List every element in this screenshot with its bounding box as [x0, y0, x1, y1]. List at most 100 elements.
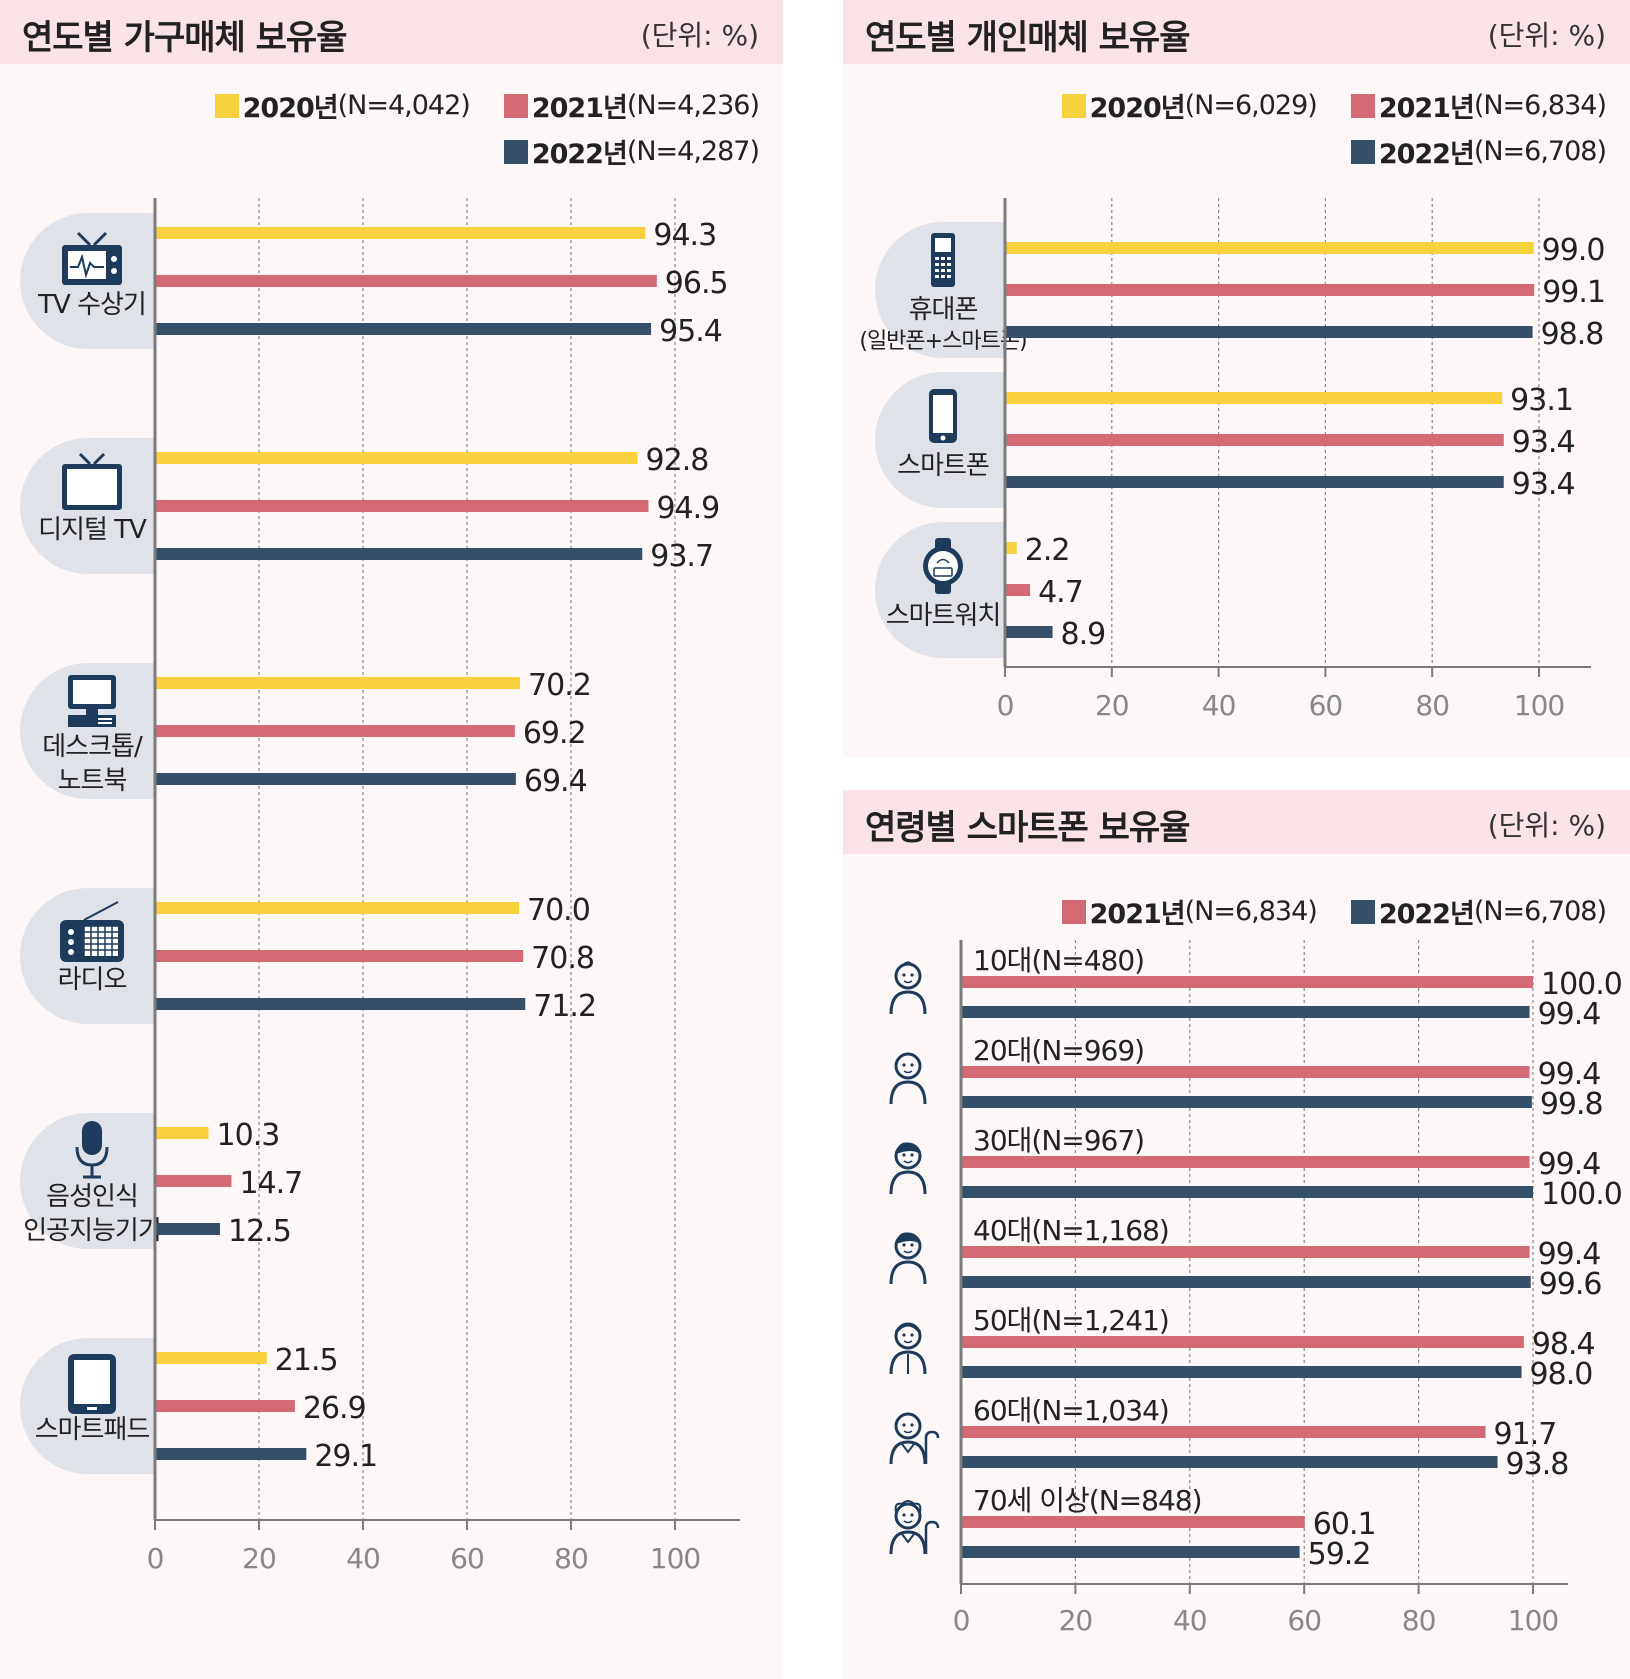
x-tick-label: 0 — [953, 1604, 970, 1637]
bar-2022년 — [961, 1276, 1531, 1288]
watch-face — [928, 551, 958, 581]
legend-sample-size: (N=6,708) — [1473, 136, 1607, 167]
bar-2021년 — [961, 1246, 1530, 1258]
legend-row-1: 2020년 (N=6,029) 2021년 (N=6,834) — [1061, 86, 1607, 125]
legend-year: 2022년 — [1378, 899, 1475, 930]
person-head — [894, 1502, 922, 1530]
person-eye — [910, 1153, 914, 1157]
bar-2020년 — [1005, 392, 1503, 404]
teen-person-icon — [889, 961, 927, 1015]
legend-item-2021: 2021년 (N=4,236) — [503, 86, 760, 125]
person-mouth — [903, 1160, 913, 1164]
bar-2020년 — [155, 902, 519, 914]
person-mouth — [903, 1520, 913, 1524]
bar-2021년 — [961, 1426, 1486, 1438]
x-tick-label: 40 — [346, 1542, 380, 1575]
bar-value-label: 94.3 — [653, 218, 716, 253]
legend-sample-size: (N=6,834) — [1473, 90, 1607, 121]
person-head — [894, 1052, 922, 1080]
bar-value-label: 99.0 — [1542, 233, 1605, 268]
bar-value-label: 93.4 — [1512, 467, 1575, 502]
bar-value-label: 99.4 — [1538, 1237, 1601, 1272]
legend-sample-size: (N=4,042) — [337, 90, 471, 121]
bar-value-label: 60.1 — [1313, 1507, 1376, 1542]
age-group-label: 10대(N=480) — [973, 944, 1144, 977]
age-group-label: 30대(N=967) — [973, 1124, 1144, 1157]
person-eye — [910, 973, 914, 977]
bar-2021년 — [961, 1156, 1530, 1168]
person-eye — [902, 1513, 906, 1517]
legend-swatch — [214, 93, 239, 118]
bar-2022년 — [961, 1006, 1530, 1018]
keypad-key — [941, 263, 945, 266]
bar-2022년 — [155, 323, 652, 335]
bar-value-label: 99.4 — [1538, 997, 1601, 1032]
category-label: 노트북 — [58, 766, 127, 796]
bar-2020년 — [1005, 542, 1017, 554]
keypad-key — [941, 269, 945, 272]
bar-2022년 — [155, 548, 643, 560]
radio-icon — [60, 901, 124, 962]
panel-title: 연도별 가구매체 보유율 — [22, 18, 347, 58]
legend-year: 2022년 — [1378, 139, 1475, 170]
bar-2021년 — [155, 1400, 295, 1412]
x-tick-label: 100 — [1514, 689, 1564, 722]
person-body — [889, 1530, 927, 1555]
bar-value-label: 59.2 — [1308, 1537, 1371, 1572]
person-eye — [902, 1153, 906, 1157]
wifi-signal — [936, 558, 950, 564]
age-group-label: 20대(N=969) — [973, 1034, 1144, 1067]
tablet-screen — [74, 1360, 110, 1404]
bar-value-label: 70.0 — [527, 893, 590, 928]
bar-value-label: 14.7 — [239, 1166, 302, 1201]
bar-value-label: 70.2 — [528, 668, 591, 703]
bar-2022년 — [155, 1223, 220, 1235]
desktop-computer-icon — [68, 675, 116, 727]
person-body — [889, 990, 927, 1015]
category-label: 스마트워치 — [886, 601, 1001, 631]
bar-value-label: 100.0 — [1541, 1177, 1622, 1212]
x-tick-label: 100 — [1508, 1604, 1558, 1637]
watch-display — [933, 567, 953, 577]
digital-tv-icon — [62, 452, 122, 510]
bar-value-label: 93.4 — [1512, 425, 1575, 460]
x-tick-label: 40 — [1173, 1604, 1207, 1637]
bar-value-label: 94.9 — [656, 491, 719, 526]
age-group-label: 60대(N=1,034) — [973, 1394, 1169, 1427]
household-media-panel: 연도별 가구매체 보유율 (단위: %) 2020년 (N=4,042) 2021… — [0, 0, 783, 1679]
person-eye — [910, 1513, 914, 1517]
smartwatch-icon — [923, 538, 963, 594]
keypad-key — [947, 275, 951, 278]
senior-person-icon — [889, 1412, 940, 1465]
panel-title: 연령별 스마트폰 보유율 — [865, 808, 1190, 848]
x-tick-label: 100 — [650, 1542, 700, 1575]
bar-value-label: 69.2 — [523, 716, 586, 751]
category-label: 휴대폰 — [909, 295, 978, 325]
bar-2020년 — [155, 452, 638, 464]
keypad-key — [947, 263, 951, 266]
bar-value-label: 100.0 — [1541, 967, 1622, 1002]
bar-value-label: 96.5 — [665, 266, 728, 301]
household-media-chart: 0 20 40 60 80 100 TV 수상기 94.3 96.5 95.4 디지털 TV 92.8… — [20, 198, 740, 1575]
legend-year: 2020년 — [242, 93, 339, 124]
radio-knob — [68, 949, 74, 955]
person-eye — [910, 1333, 914, 1337]
bar-2020년 — [155, 677, 521, 689]
x-tick-label: 80 — [554, 1542, 588, 1575]
radio-speaker — [84, 926, 118, 956]
person-hair — [896, 1142, 920, 1154]
mic-head — [82, 1121, 102, 1155]
legend-sample-size: (N=4,287) — [626, 136, 760, 167]
person-eye — [902, 1243, 906, 1247]
panel-header: 연도별 개인매체 보유율 (단위: %) — [843, 0, 1630, 64]
bar-2022년 — [155, 773, 516, 785]
bar-2022년 — [1005, 476, 1504, 488]
person-eye — [902, 1333, 906, 1337]
bar-value-label: 93.7 — [650, 539, 713, 574]
bar-value-label: 99.4 — [1538, 1057, 1601, 1092]
category-label: TV 수상기 — [37, 290, 146, 320]
bar-2022년 — [961, 1366, 1522, 1378]
x-tick-label: 80 — [1402, 1604, 1436, 1637]
category-label: 스마트패드 — [35, 1415, 150, 1445]
elderly-person-icon — [889, 1500, 940, 1555]
